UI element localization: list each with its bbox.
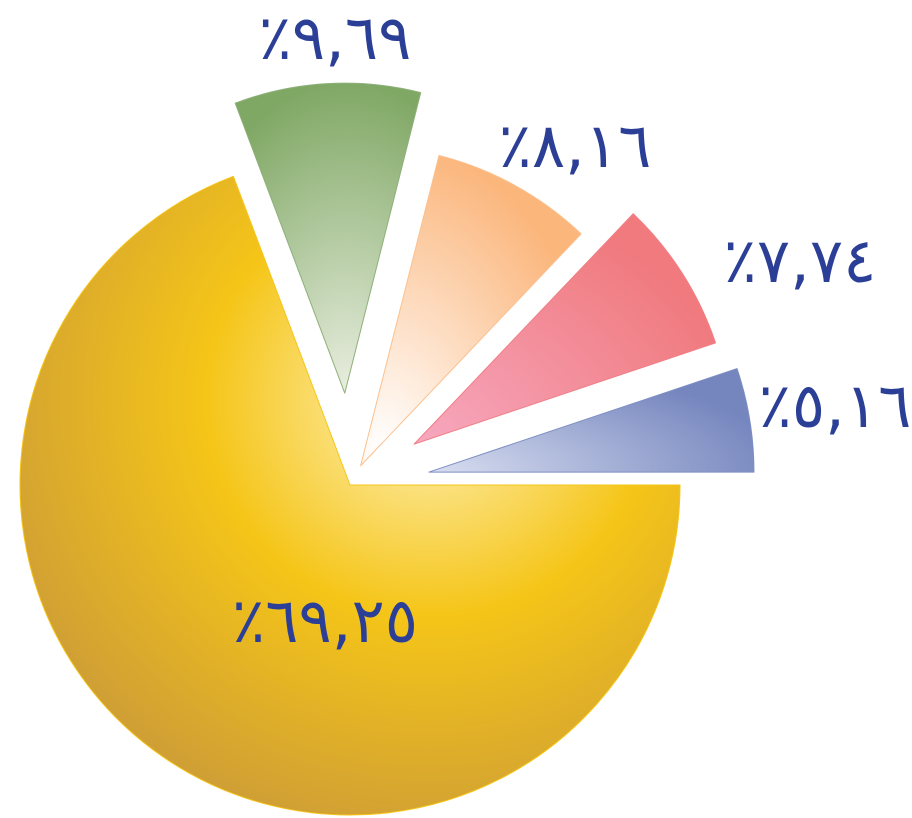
- pie-slice: [413, 213, 717, 445]
- slice-label: ٪٥,١٦: [759, 369, 912, 442]
- slice-label: ٪٦٩,٢٥: [232, 584, 418, 657]
- slice-label: ٪٨,١٦: [499, 109, 652, 182]
- pie-slice: [428, 368, 755, 473]
- slice-label: ٪٩,٦٩: [259, 1, 412, 74]
- pie-slice: [360, 154, 582, 467]
- pie-slice: [19, 175, 681, 816]
- pie-slice: [234, 82, 422, 394]
- slice-label: ٪٧,٧٤: [724, 224, 877, 297]
